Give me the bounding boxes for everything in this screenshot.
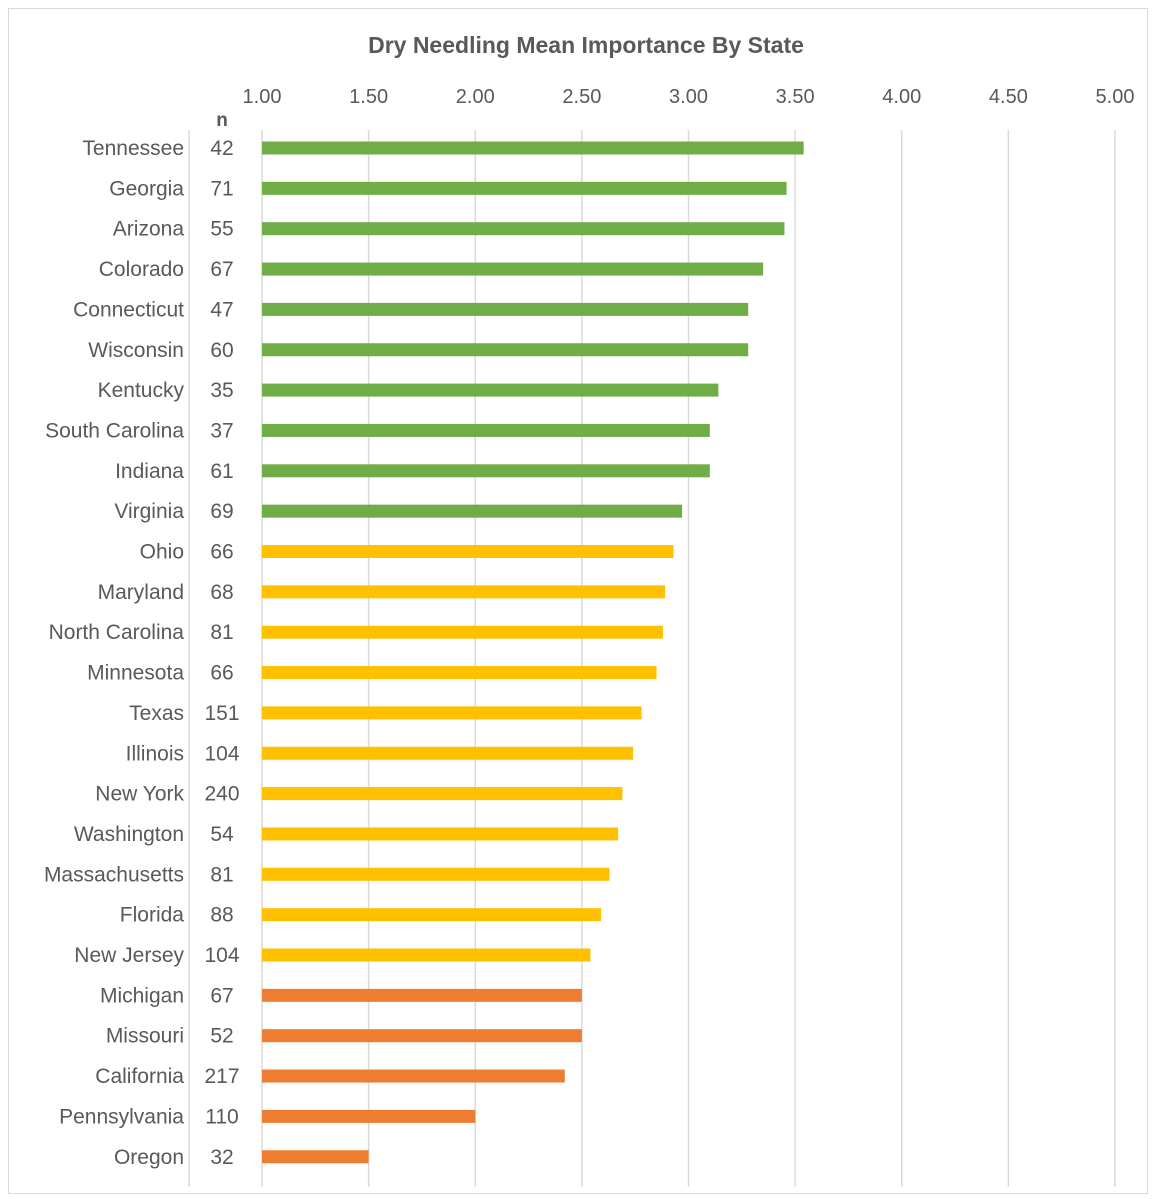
n-value: 54 (210, 823, 234, 846)
n-value: 81 (210, 863, 233, 886)
x-tick-label: 5.00 (1096, 86, 1135, 108)
bar-new-york (262, 787, 623, 801)
n-value: 71 (210, 177, 233, 200)
bar-connecticut (262, 302, 749, 316)
n-value: 52 (210, 1025, 233, 1048)
category-label: South Carolina (45, 419, 184, 442)
bar-wisconsin (262, 343, 749, 357)
category-label: New York (95, 783, 184, 806)
category-label: Maryland (98, 581, 184, 604)
bar-south-carolina (262, 423, 710, 437)
bar-pennsylvania (262, 1109, 476, 1123)
x-tick-label: 2.00 (456, 86, 495, 108)
bar-arizona (262, 222, 785, 236)
n-value: 110 (205, 1105, 238, 1128)
n-value: 68 (210, 581, 233, 604)
x-tick-label: 2.50 (562, 86, 601, 108)
category-label: North Carolina (49, 621, 185, 644)
category-label: Connecticut (73, 298, 184, 321)
n-value: 81 (210, 621, 233, 644)
category-label: Colorado (99, 258, 184, 281)
category-label: Indiana (115, 460, 184, 483)
n-value: 104 (204, 944, 239, 967)
bar-minnesota (262, 666, 657, 680)
category-label: Minnesota (87, 662, 184, 685)
n-value: 88 (210, 904, 233, 927)
n-column-header: n (216, 110, 228, 131)
n-value: 60 (210, 339, 233, 362)
category-label: Texas (129, 702, 184, 725)
category-label: Florida (120, 904, 185, 927)
n-value: 151 (204, 702, 239, 725)
bar-indiana (262, 464, 710, 478)
category-label: Wisconsin (88, 339, 184, 362)
category-label: Arizona (113, 218, 185, 241)
bar-tennessee (262, 141, 804, 155)
category-label: Pennsylvania (59, 1105, 184, 1128)
n-value: 61 (210, 460, 233, 483)
bar-north-carolina (262, 625, 663, 639)
bar-colorado (262, 262, 764, 276)
bar-florida (262, 908, 602, 922)
category-label: Missouri (106, 1025, 184, 1048)
category-label: Kentucky (98, 379, 185, 402)
bar-virginia (262, 504, 683, 518)
bar-michigan (262, 988, 582, 1002)
category-label: Tennessee (82, 137, 184, 160)
n-value: 240 (204, 783, 239, 806)
chart-title: Dry Needling Mean Importance By State (368, 32, 804, 58)
category-label: Illinois (126, 742, 184, 765)
x-axis-ticks: 1.00 1.50 2.00 2.50 3.00 3.50 4.00 4.50 5.00 (243, 86, 1135, 108)
n-value: 47 (210, 298, 233, 321)
n-value: 66 (210, 541, 233, 564)
category-label: New Jersey (74, 944, 184, 967)
bar-missouri (262, 1029, 582, 1043)
x-tick-label: 4.50 (989, 86, 1028, 108)
bar-california (262, 1069, 565, 1083)
n-value: 69 (210, 500, 233, 523)
category-label: Ohio (140, 541, 184, 564)
bar-new-jersey (262, 948, 591, 962)
n-value: 42 (210, 137, 233, 160)
bars (262, 141, 804, 1164)
category-label: Georgia (109, 177, 184, 200)
bar-maryland (262, 585, 666, 599)
bar-washington (262, 827, 619, 841)
category-label: Massachusetts (44, 863, 184, 886)
x-tick-label: 1.50 (349, 86, 388, 108)
bar-texas (262, 706, 642, 720)
bar-illinois (262, 746, 634, 760)
category-label: Washington (74, 823, 184, 846)
n-values: 42 71 55 67 47 60 35 37 61 69 66 68 81 66 151 104 240 54 8… (204, 137, 239, 1169)
bar-kentucky (262, 383, 719, 397)
n-value: 217 (204, 1065, 239, 1088)
bar-oregon (262, 1150, 369, 1164)
n-value: 67 (210, 258, 233, 281)
category-label: Virginia (114, 500, 184, 523)
n-value: 104 (204, 742, 239, 765)
bar-massachusetts (262, 867, 610, 881)
n-value: 32 (210, 1146, 233, 1169)
n-value: 67 (210, 984, 233, 1007)
category-label: Michigan (100, 984, 184, 1007)
n-value: 55 (210, 218, 233, 241)
gridlines (261, 130, 1116, 1187)
x-tick-label: 3.00 (669, 86, 708, 108)
x-tick-label: 4.00 (882, 86, 921, 108)
category-label: Oregon (114, 1146, 184, 1169)
n-value: 66 (210, 662, 233, 685)
x-tick-label: 3.50 (776, 86, 815, 108)
x-tick-label: 1.00 (243, 86, 282, 108)
bar-ohio (262, 545, 674, 558)
category-label: California (95, 1065, 184, 1088)
n-value: 35 (210, 379, 233, 402)
n-value: 37 (210, 419, 233, 442)
category-labels: Tennessee Georgia Arizona Colorado Connectic… (44, 137, 185, 1169)
bar-georgia (262, 181, 787, 195)
